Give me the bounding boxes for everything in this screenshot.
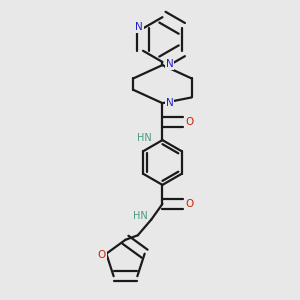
Text: HN: HN (133, 211, 148, 221)
Text: HN: HN (137, 134, 152, 143)
Text: O: O (185, 199, 194, 209)
Text: N: N (166, 59, 173, 69)
Text: N: N (135, 22, 143, 32)
Text: O: O (98, 250, 106, 260)
Text: N: N (166, 98, 173, 108)
Text: O: O (185, 117, 194, 127)
